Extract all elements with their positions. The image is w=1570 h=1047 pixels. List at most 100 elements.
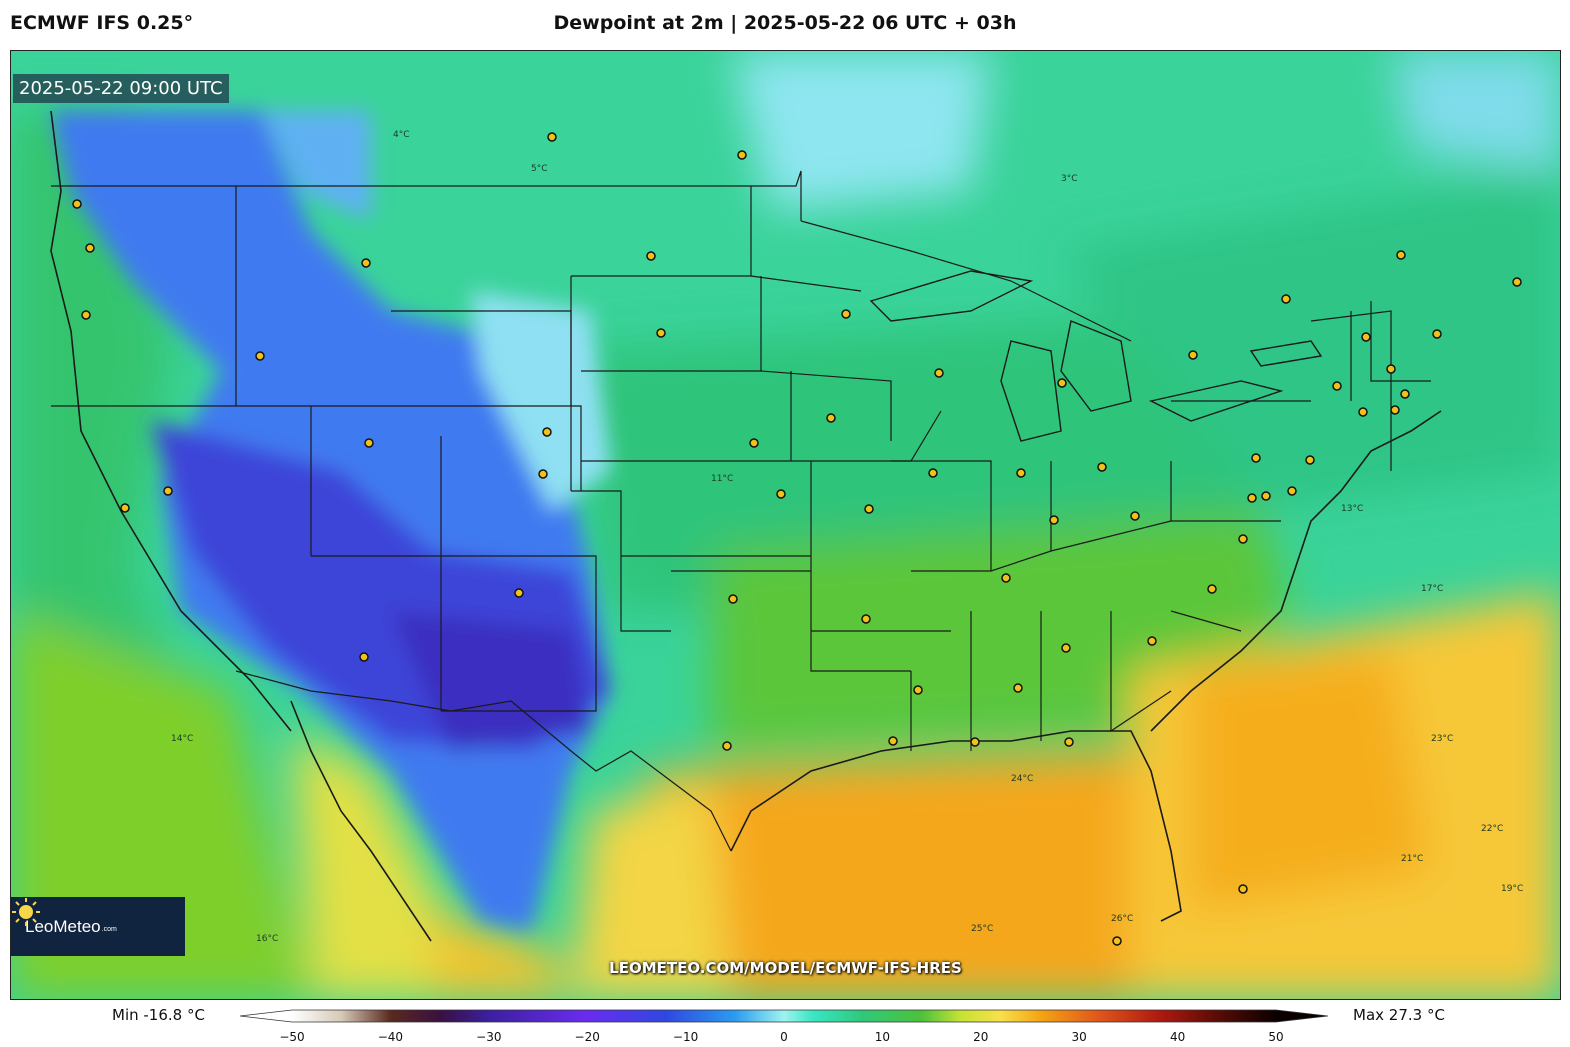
city-marker (1001, 573, 1011, 583)
city-marker (934, 368, 944, 378)
city-marker (1512, 277, 1522, 287)
contour-label: 25°C (971, 924, 993, 934)
color-scale-bar (240, 1009, 1329, 1023)
color-scale-shape (240, 1009, 1329, 1023)
contour-label: 21°C (1401, 854, 1423, 864)
valid-time-label: 2025-05-22 09:00 UTC (13, 74, 229, 103)
color-scale-tick-label: 10 (874, 1030, 891, 1044)
city-marker (1238, 884, 1248, 894)
city-marker (1305, 455, 1315, 465)
city-marker (861, 614, 871, 624)
city-marker (542, 427, 552, 437)
city-marker (1238, 534, 1248, 544)
city-marker (928, 468, 938, 478)
city-marker (364, 438, 374, 448)
color-scale-tick-label: −10 (672, 1030, 699, 1044)
contour-label: 4°C (393, 130, 410, 140)
city-marker (776, 489, 786, 499)
color-scale-tick-label: 50 (1268, 1030, 1284, 1044)
city-marker (1061, 643, 1071, 653)
sun-icon (12, 898, 40, 926)
city-marker (1396, 250, 1406, 260)
city-marker (1281, 294, 1291, 304)
city-marker (538, 469, 548, 479)
contour-label: 26°C (1111, 914, 1133, 924)
city-marker (646, 251, 656, 261)
city-marker (1097, 462, 1107, 472)
city-marker (1432, 329, 1442, 339)
city-marker (1049, 515, 1059, 525)
color-scale-tick-label: 30 (1071, 1030, 1087, 1044)
logo-suffix: .com (101, 926, 117, 933)
contour-label: 19°C (1501, 884, 1523, 894)
city-marker (1112, 936, 1122, 946)
city-marker (1064, 737, 1074, 747)
city-marker (1358, 407, 1368, 417)
borders (50, 110, 1442, 942)
city-marker (81, 310, 91, 320)
city-marker (1188, 350, 1198, 360)
contour-label: 5°C (531, 164, 548, 174)
city-markers (72, 132, 1522, 946)
color-scale-tick-label: 40 (1169, 1030, 1186, 1044)
contour-label: 16°C (256, 934, 278, 944)
city-marker (163, 486, 173, 496)
city-marker (1361, 332, 1371, 342)
city-marker (1057, 378, 1067, 388)
city-marker (1247, 493, 1257, 503)
city-marker (913, 685, 923, 695)
contour-label: 13°C (1341, 504, 1363, 514)
chart-title: Dewpoint at 2m | 2025-05-22 06 UTC + 03h (553, 12, 1017, 34)
city-marker (1147, 636, 1157, 646)
map-canvas: 4°C 3°C 5°C 11°C 13°C 14°C 16°C 17°C 19°… (11, 51, 1560, 999)
color-scale-tick-label: 20 (973, 1030, 989, 1044)
city-marker (1400, 389, 1410, 399)
city-marker (1013, 683, 1023, 693)
min-value-label: Min -16.8 °C (112, 1006, 205, 1024)
city-marker (888, 736, 898, 746)
city-marker (970, 737, 980, 747)
contour-label: 24°C (1011, 774, 1033, 784)
color-scale-tick-label: −50 (279, 1030, 305, 1044)
contour-label: 22°C (1481, 824, 1503, 834)
color-scale-tick-label: −40 (377, 1030, 404, 1044)
contour-label: 11°C (711, 474, 733, 484)
city-marker (1390, 405, 1400, 415)
city-marker (1016, 468, 1026, 478)
city-marker (656, 328, 666, 338)
city-marker (72, 199, 82, 209)
city-marker (514, 588, 524, 598)
city-marker (120, 503, 130, 513)
city-marker (1207, 584, 1217, 594)
color-scale-tick-label: 0 (780, 1030, 788, 1044)
max-value-label: Max 27.3 °C (1353, 1006, 1445, 1024)
city-marker (1386, 364, 1396, 374)
city-marker (1261, 491, 1271, 501)
city-marker (841, 309, 851, 319)
city-marker (1130, 511, 1140, 521)
city-marker (361, 258, 371, 268)
color-scale-tick-label: −20 (574, 1030, 600, 1044)
dewpoint-map[interactable]: 4°C 3°C 5°C 11°C 13°C 14°C 16°C 17°C 19°… (10, 50, 1561, 1000)
model-name: ECMWF IFS 0.25° (10, 12, 194, 34)
city-marker (359, 652, 369, 662)
url-watermark[interactable]: LEOMETEO.COM/MODEL/ECMWF-IFS-HRES (609, 959, 962, 977)
city-marker (85, 243, 95, 253)
contour-label: 17°C (1421, 584, 1443, 594)
city-marker (728, 594, 738, 604)
color-scale-tick-label: −30 (476, 1030, 502, 1044)
city-marker (1251, 453, 1261, 463)
city-marker (737, 150, 747, 160)
city-marker (749, 438, 759, 448)
moisture-fields (11, 51, 1560, 999)
city-marker (255, 351, 265, 361)
city-marker (1332, 381, 1342, 391)
dry-airmass (51, 111, 611, 931)
contour-label: 14°C (171, 734, 193, 744)
contour-labels: 4°C 3°C 5°C 11°C 13°C 14°C 16°C 17°C 19°… (171, 130, 1523, 944)
logo-text: LeoMeteo (25, 916, 101, 936)
contour-label: 3°C (1061, 174, 1078, 184)
city-marker (1287, 486, 1297, 496)
leometeo-logo[interactable]: LeoMeteo .com (11, 897, 185, 956)
contour-label: 23°C (1431, 734, 1453, 744)
